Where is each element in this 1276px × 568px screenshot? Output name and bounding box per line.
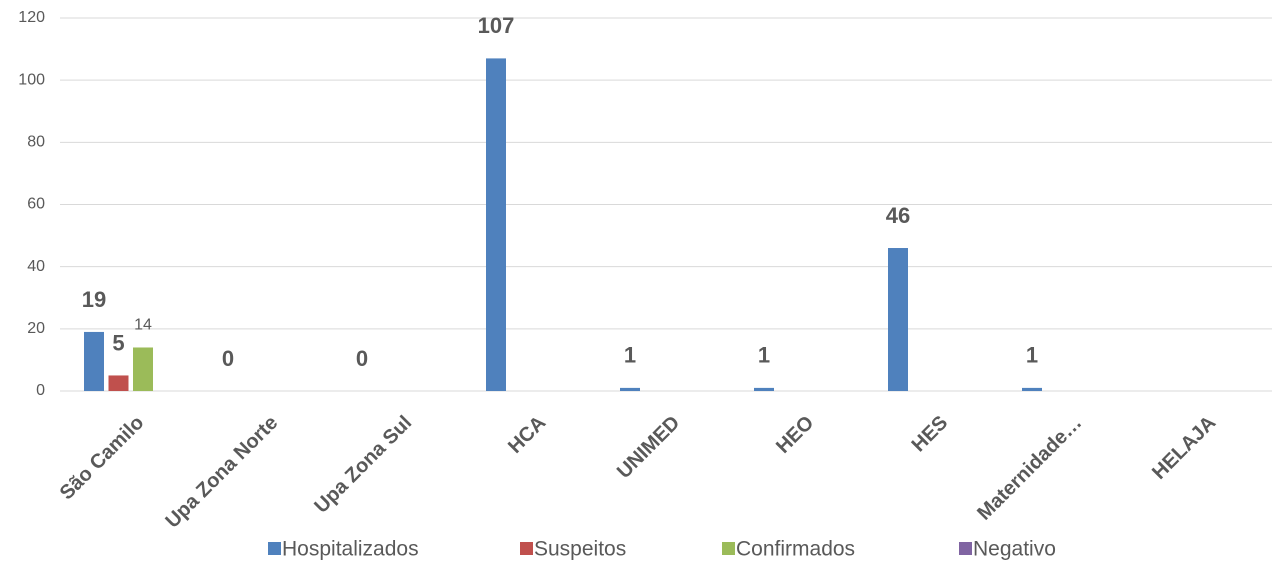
bar — [84, 331, 104, 391]
data-label: 19 — [82, 287, 106, 312]
legend-label: Negativo — [973, 538, 1056, 561]
bar — [108, 375, 129, 391]
legend-label: Suspeitos — [534, 538, 626, 561]
x-tick-label: São Camilo — [56, 412, 149, 505]
data-label: 1 — [624, 343, 636, 368]
data-label: 5 — [112, 330, 124, 355]
legend-swatch — [520, 542, 533, 555]
bar — [1022, 387, 1042, 391]
bar — [754, 387, 774, 391]
y-tick-label: 80 — [27, 134, 45, 151]
bar — [888, 248, 908, 391]
legend-swatch — [268, 542, 281, 555]
data-label: 14 — [134, 317, 152, 334]
data-label: 0 — [356, 346, 368, 371]
bar — [133, 347, 153, 391]
legend-swatch — [959, 542, 972, 555]
legend-label: Confirmados — [736, 538, 855, 561]
y-tick-label: 20 — [27, 320, 45, 337]
data-label: 46 — [886, 203, 910, 228]
y-tick-label: 120 — [18, 9, 45, 26]
data-label: 1 — [1026, 343, 1038, 368]
data-label: 1 — [758, 343, 770, 368]
legend-swatch — [722, 542, 735, 555]
legend-label: Hospitalizados — [282, 538, 419, 561]
x-tick-label: HES — [908, 412, 953, 457]
x-tick-label: HCA — [504, 412, 550, 458]
y-tick-label: 40 — [27, 258, 45, 275]
x-tick-label: Upa Zona Norte — [161, 412, 282, 533]
y-tick-label: 0 — [36, 382, 45, 399]
x-tick-label: Maternidade… — [973, 412, 1086, 525]
x-tick-label: HELAJA — [1148, 412, 1220, 484]
data-label: 0 — [222, 346, 234, 371]
y-tick-label: 60 — [27, 196, 45, 213]
bar — [486, 58, 506, 392]
bar — [620, 387, 640, 391]
x-tick-label: Upa Zona Sul — [310, 412, 416, 518]
y-tick-label: 100 — [18, 71, 45, 88]
x-tick-label: UNIMED — [613, 412, 684, 483]
x-tick-label: HEO — [772, 412, 818, 458]
data-label: 107 — [478, 13, 515, 38]
